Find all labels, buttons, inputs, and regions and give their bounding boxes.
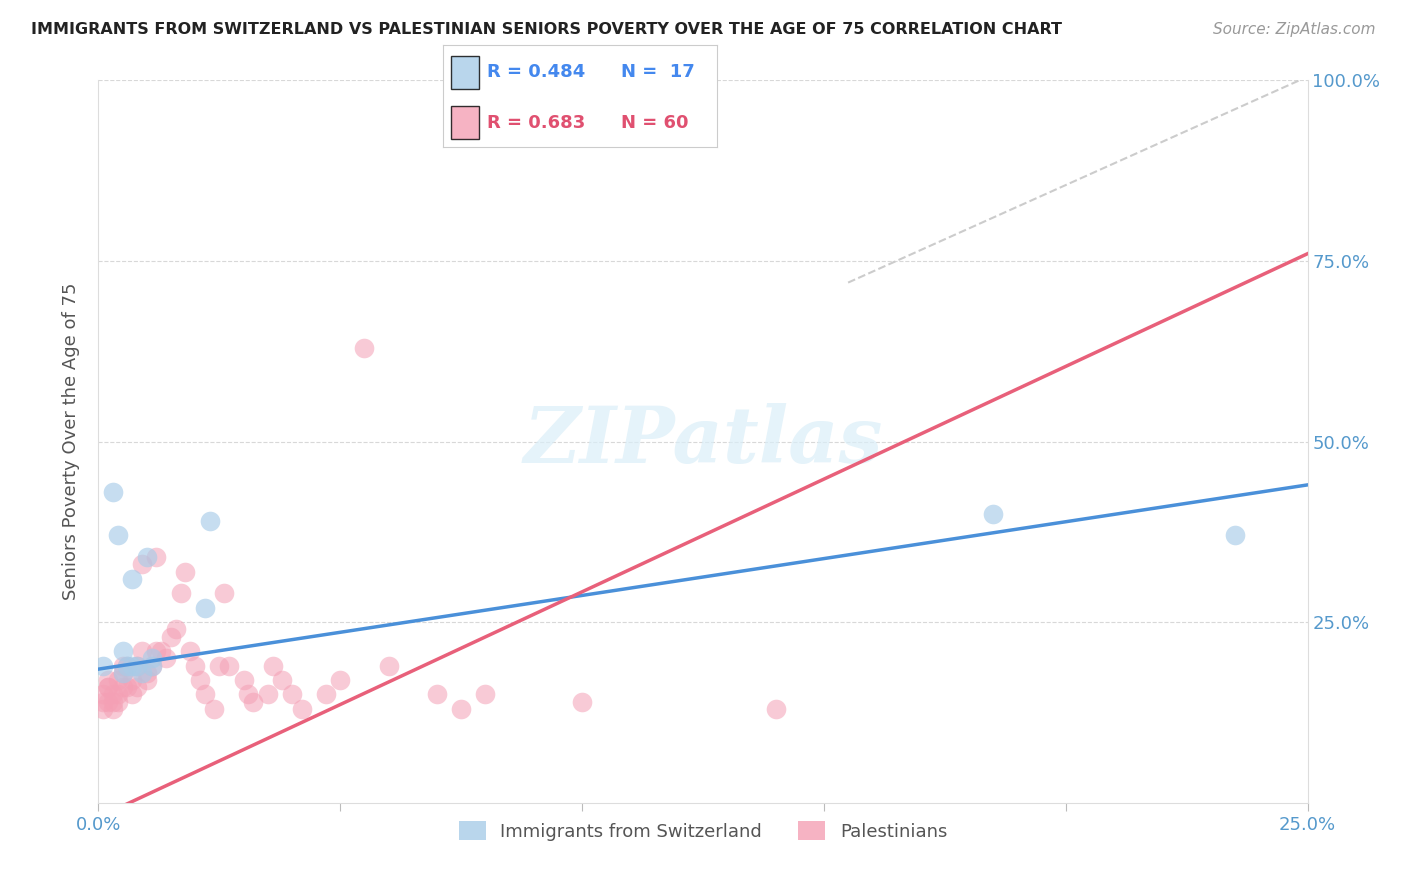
Point: [111, 658, 134, 673]
Point: [329, 673, 352, 687]
Point: [111, 680, 134, 694]
Point: [91, 702, 114, 716]
Point: [117, 658, 139, 673]
Point: [107, 528, 129, 542]
Text: IMMIGRANTS FROM SWITZERLAND VS PALESTINIAN SENIORS POVERTY OVER THE AGE OF 75 CO: IMMIGRANTS FROM SWITZERLAND VS PALESTINI…: [31, 22, 1062, 37]
Point: [165, 623, 187, 637]
Point: [141, 658, 163, 673]
Point: [353, 341, 375, 355]
Point: [204, 702, 226, 716]
Point: [121, 687, 143, 701]
Point: [127, 680, 149, 694]
Point: [290, 702, 312, 716]
Point: [184, 658, 207, 673]
Point: [474, 687, 496, 701]
Point: [97, 680, 120, 694]
Point: [91, 658, 114, 673]
Point: [188, 673, 211, 687]
Point: [111, 665, 134, 680]
Point: [101, 695, 124, 709]
Point: [127, 658, 149, 673]
Point: [198, 514, 221, 528]
Point: [174, 565, 197, 579]
Point: [117, 680, 139, 694]
Point: [242, 695, 264, 709]
Point: [212, 586, 235, 600]
Point: [141, 658, 163, 673]
Text: Source: ZipAtlas.com: Source: ZipAtlas.com: [1212, 22, 1375, 37]
Point: [111, 665, 134, 680]
Point: [111, 644, 134, 658]
Point: [238, 687, 260, 701]
Text: N = 60: N = 60: [621, 113, 689, 131]
Point: [208, 658, 231, 673]
Point: [256, 687, 278, 701]
Point: [1223, 528, 1246, 542]
Point: [107, 673, 129, 687]
Point: [145, 644, 167, 658]
Point: [377, 658, 399, 673]
Point: [107, 687, 129, 701]
Point: [262, 658, 284, 673]
Point: [450, 702, 472, 716]
Point: [232, 673, 254, 687]
Point: [160, 630, 183, 644]
Point: [135, 665, 157, 680]
Text: N =  17: N = 17: [621, 63, 695, 81]
Point: [194, 600, 217, 615]
Point: [135, 550, 157, 565]
Point: [127, 658, 149, 673]
Point: [135, 673, 157, 687]
Point: [101, 485, 124, 500]
Text: ZIPatlas: ZIPatlas: [523, 403, 883, 480]
Point: [426, 687, 449, 701]
Point: [981, 507, 1004, 521]
Point: [101, 702, 124, 716]
Point: [117, 658, 139, 673]
Point: [101, 687, 124, 701]
Point: [97, 673, 120, 687]
Point: [121, 658, 143, 673]
Point: [121, 673, 143, 687]
FancyBboxPatch shape: [451, 106, 478, 139]
Point: [271, 673, 294, 687]
Text: R = 0.683: R = 0.683: [486, 113, 585, 131]
Point: [131, 558, 153, 572]
Point: [91, 695, 114, 709]
Point: [121, 572, 143, 586]
Point: [97, 680, 120, 694]
Point: [145, 550, 167, 565]
Text: R = 0.484: R = 0.484: [486, 63, 585, 81]
Point: [179, 644, 201, 658]
Point: [150, 644, 173, 658]
Point: [218, 658, 240, 673]
Point: [107, 695, 129, 709]
Point: [169, 586, 191, 600]
Point: [571, 695, 593, 709]
Point: [315, 687, 337, 701]
Point: [131, 644, 153, 658]
Point: [131, 665, 153, 680]
Point: [194, 687, 217, 701]
Point: [91, 687, 114, 701]
Point: [765, 702, 787, 716]
Y-axis label: Seniors Poverty Over the Age of 75: Seniors Poverty Over the Age of 75: [62, 283, 80, 600]
Legend: Immigrants from Switzerland, Palestinians: Immigrants from Switzerland, Palestinian…: [451, 814, 955, 848]
Point: [141, 651, 163, 665]
Point: [97, 695, 120, 709]
Point: [281, 687, 304, 701]
FancyBboxPatch shape: [451, 56, 478, 88]
Point: [155, 651, 177, 665]
